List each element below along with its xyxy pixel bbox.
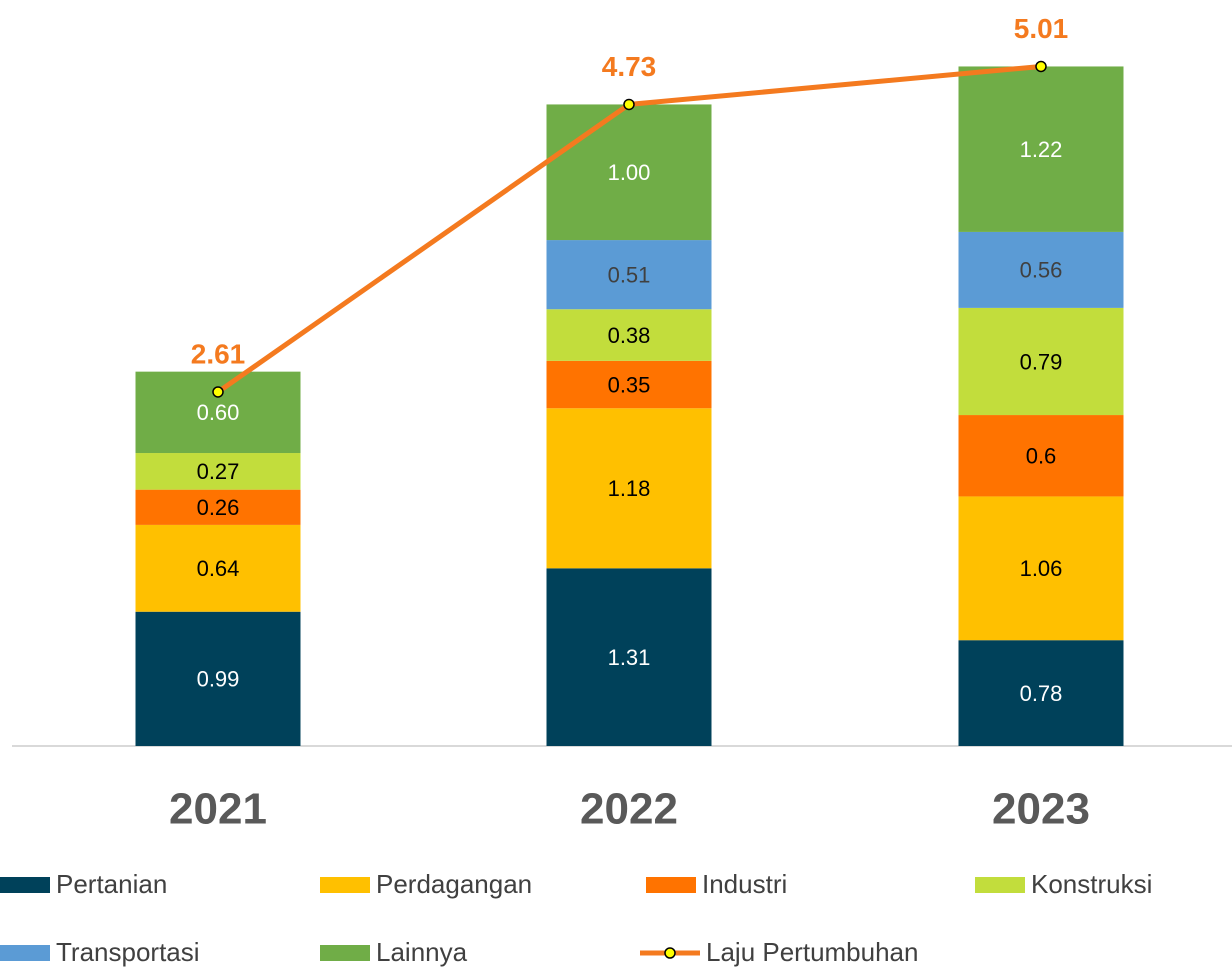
bar-segment [546,360,712,409]
data-label: 1.00 [608,160,651,185]
legend-label: Perdagangan [376,869,532,899]
bar-segment [958,496,1124,641]
data-label: 1.06 [1020,556,1063,581]
data-label: 0.38 [608,323,651,348]
data-label: 0.27 [197,459,240,484]
data-label: 0.60 [197,400,240,425]
data-label: 0.35 [608,372,651,397]
line-marker [212,386,224,398]
legend-swatch [320,945,370,961]
bar-segment [135,453,301,490]
data-label: 0.51 [608,262,651,287]
legend-swatch [975,877,1025,893]
bar-segment [546,309,712,361]
line-label: 2.61 [191,338,246,369]
x-tick-label: 2023 [992,785,1090,834]
line-label: 5.01 [1014,13,1069,44]
line-label: 4.73 [602,51,657,82]
bar-segment [135,524,301,612]
bar-segment [546,240,712,310]
data-label: 1.18 [608,476,651,501]
data-label: 0.64 [197,556,240,581]
bar-segment [546,408,712,569]
bar-segment [546,104,712,241]
data-label: 1.31 [608,645,651,670]
x-tick-label: 2022 [580,785,678,834]
legend-marker [664,947,676,959]
legend-label: Laju Pertumbuhan [706,937,918,967]
bar-segment [135,489,301,525]
x-tick-label: 2021 [169,785,267,834]
legend-swatch [0,945,50,961]
legend-swatch [320,877,370,893]
data-label: 0.78 [1020,681,1063,706]
legend-label: Lainnya [376,937,468,967]
legend-label: Industri [702,869,787,899]
data-label: 1.22 [1020,137,1063,162]
legend-label: Transportasi [56,937,200,967]
bar-segment [958,231,1124,308]
bar-segment [135,611,301,746]
bar-segment [958,415,1124,497]
data-label: 0.79 [1020,349,1063,374]
bar-segment [135,371,301,454]
line-marker [1035,60,1047,73]
data-label: 0.26 [197,495,240,520]
legend-swatch [646,877,696,893]
bar-segment [958,66,1124,232]
data-label: 0.56 [1020,258,1063,283]
data-label: 0.99 [197,667,240,692]
legend-swatch [0,877,50,893]
line-marker [623,98,635,111]
legend-label: Pertanian [56,869,167,899]
bar-segment [546,568,712,746]
bar-segment [958,640,1124,746]
data-label: 0.6 [1026,444,1057,469]
legend-label: Konstruksi [1031,869,1152,899]
bar-segment [958,307,1124,416]
